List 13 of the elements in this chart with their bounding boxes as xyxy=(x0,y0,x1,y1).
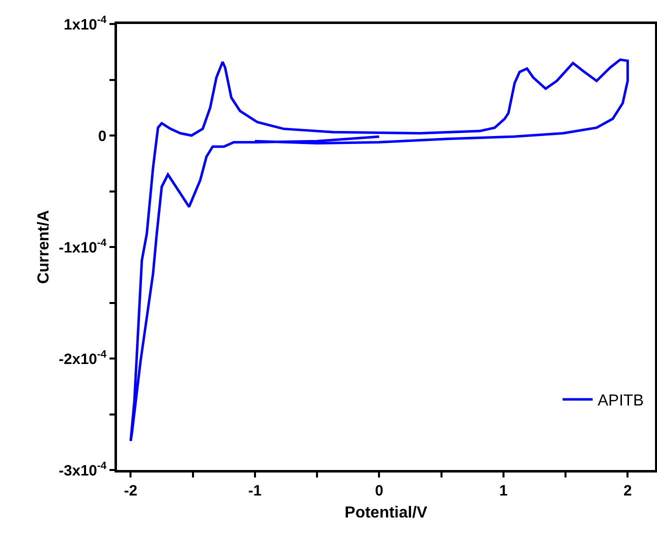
x-tick-label: 0 xyxy=(375,482,384,500)
x-tick-label: 1 xyxy=(499,482,508,500)
y-tick-label: -2x10$^{-4}$ xyxy=(58,348,107,368)
legend-label: APITB xyxy=(598,392,644,410)
y-tick-label: 1x10$^{-4}$ xyxy=(64,14,107,34)
y-tick-label: -1x10$^{-4}$ xyxy=(58,236,107,256)
x-tick-label: -2 xyxy=(124,482,138,500)
x-axis-title: Potential/V xyxy=(344,504,428,522)
y-axis-title: Current/A xyxy=(35,210,52,284)
y-tick-label: -3x10$^{-4}$ xyxy=(58,460,107,480)
y-tick-label: 0 xyxy=(98,128,106,145)
x-tick-label: -1 xyxy=(248,482,262,500)
x-tick-label: 2 xyxy=(624,482,632,500)
